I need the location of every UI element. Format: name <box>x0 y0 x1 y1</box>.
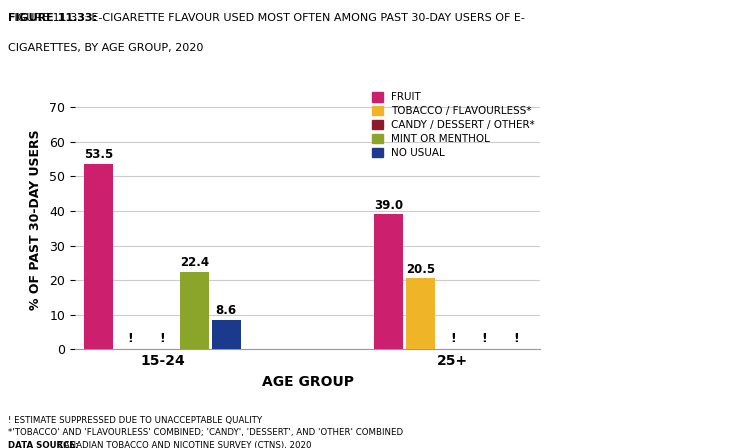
Text: !: ! <box>450 332 455 345</box>
Text: DATA SOURCE:: DATA SOURCE: <box>8 441 78 448</box>
Text: CIGARETTES, BY AGE GROUP, 2020: CIGARETTES, BY AGE GROUP, 2020 <box>8 43 202 52</box>
Text: FIGURE 11.33: E-CIGARETTE FLAVOUR USED MOST OFTEN AMONG PAST 30-DAY USERS OF E-: FIGURE 11.33: E-CIGARETTE FLAVOUR USED M… <box>8 13 524 23</box>
Text: *'TOBACCO' AND 'FLAVOURLESS' COMBINED; 'CANDY', 'DESSERT', AND 'OTHER' COMBINED: *'TOBACCO' AND 'FLAVOURLESS' COMBINED; '… <box>8 428 403 437</box>
Bar <box>374 214 404 349</box>
Bar <box>180 272 209 349</box>
Text: !: ! <box>128 332 134 345</box>
Text: 39.0: 39.0 <box>374 198 404 211</box>
Text: CANADIAN TOBACCO AND NICOTINE SURVEY (CTNS), 2020: CANADIAN TOBACCO AND NICOTINE SURVEY (CT… <box>55 441 311 448</box>
Text: 8.6: 8.6 <box>216 304 237 317</box>
Text: !: ! <box>160 332 165 345</box>
Text: 53.5: 53.5 <box>84 148 113 161</box>
X-axis label: AGE GROUP: AGE GROUP <box>262 375 353 389</box>
Bar <box>211 319 241 349</box>
Legend: FRUIT, TOBACCO / FLAVOURLESS*, CANDY / DESSERT / OTHER*, MINT OR MENTHOL, NO USU: FRUIT, TOBACCO / FLAVOURLESS*, CANDY / D… <box>372 92 535 158</box>
Bar <box>84 164 113 349</box>
Text: FIGURE 11.33:: FIGURE 11.33: <box>8 13 97 23</box>
Text: 20.5: 20.5 <box>406 263 435 276</box>
Text: ! ESTIMATE SUPPRESSED DUE TO UNACCEPTABLE QUALITY: ! ESTIMATE SUPPRESSED DUE TO UNACCEPTABL… <box>8 416 262 425</box>
Text: !: ! <box>514 332 520 345</box>
Text: !: ! <box>482 332 488 345</box>
Text: 22.4: 22.4 <box>180 256 209 269</box>
Bar <box>406 278 435 349</box>
Y-axis label: % OF PAST 30-DAY USERS: % OF PAST 30-DAY USERS <box>29 129 42 310</box>
